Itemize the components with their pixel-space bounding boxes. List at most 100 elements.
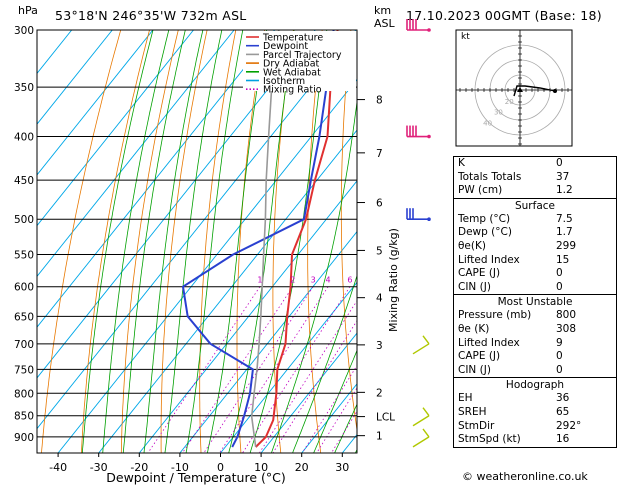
dry-adiabat-line (160, 30, 208, 453)
height-tick-label: 5 (376, 245, 383, 257)
wind-barb (412, 428, 430, 448)
surface-row: Lifted Index 15 (454, 254, 616, 268)
totals-row: Totals Totals 37 (454, 171, 616, 185)
legend-entry: Isotherm (263, 76, 305, 87)
hodograph-param-row: StmSpd (kt) 16 (454, 433, 616, 447)
pressure-tick-label: 500 (14, 214, 34, 226)
pressure-tick-label: 300 (14, 25, 34, 37)
hodograph-trace (513, 85, 556, 97)
most-unstable-value: 0 (556, 350, 563, 363)
dry-adiabat-line (236, 30, 266, 453)
most-unstable-title: Most Unstable (497, 296, 573, 309)
x-tick-label: -10 (171, 461, 189, 474)
surface-box: Surface Temp (°C) 7.5 Dewp (°C) 1.7 θe(K) 299 L… (453, 198, 617, 296)
pressure-tick-label: 850 (14, 411, 34, 423)
most-unstable-value: 800 (556, 309, 577, 322)
mixing-ratio-axis-label: Mixing Ratio (g/kg) (387, 228, 400, 332)
dry-adiabat-line (41, 30, 122, 453)
wind-barb (406, 19, 431, 32)
pressure-tick-label: 550 (14, 249, 34, 261)
surface-title: Surface (514, 199, 555, 212)
location-title: 53°18'N 246°35'W 732m ASL (55, 8, 247, 23)
most-unstable-label: θe (K) (458, 322, 490, 335)
most-unstable-label: CAPE (J) (458, 350, 501, 363)
surface-row: Temp (°C) 7.5 (454, 213, 616, 227)
wind-barb-feather (422, 407, 430, 417)
pw-label: PW (cm) (458, 184, 503, 197)
wind-barb (406, 125, 431, 139)
storm-motion-marker (517, 87, 523, 92)
hodograph-param-value: 65 (556, 405, 570, 418)
x-tick-label: -40 (49, 461, 67, 474)
legend-entry: Parcel Trajectory (263, 50, 342, 61)
hodograph-ring-label: 30 (494, 109, 503, 117)
parcel-trajectory-trace (250, 30, 280, 448)
most-unstable-row: θe (K) 308 (454, 323, 616, 337)
pressure-tick-label: 450 (14, 175, 34, 187)
isobars (37, 29, 357, 438)
hodograph-end-point (553, 89, 557, 93)
pressure-tick-label: 400 (14, 132, 34, 144)
temperature-trace (254, 30, 339, 448)
legend-box (243, 31, 356, 91)
height-tick-label: 6 (376, 198, 383, 210)
axes: 1 2 3 4 630035040045050055060065070075080085… (14, 25, 353, 474)
legend-entry: Dewpoint (263, 41, 308, 52)
most-unstable-value: 0 (556, 363, 563, 376)
hodograph-param-row: SREH 65 (454, 406, 616, 420)
wind-barb (412, 335, 430, 355)
copyright: © weatheronline.co.uk (462, 470, 588, 483)
surface-label: Dewp (°C) (458, 226, 512, 239)
hodograph-unit: kt (461, 32, 470, 42)
totals-label: Totals Totals (458, 170, 522, 183)
k-index-label: K (458, 157, 465, 169)
hodograph-ring-label: 40 (483, 119, 492, 127)
wind-barb (412, 407, 430, 427)
surface-value: 7.5 (556, 212, 573, 225)
most-unstable-label: CIN (J) (458, 363, 491, 376)
height-tick-label: 1 (376, 431, 383, 443)
surface-row: Dewp (°C) 1.7 (454, 226, 616, 240)
hodograph-param-row: EH 36 (454, 392, 616, 406)
most-unstable-value: 9 (556, 336, 563, 349)
most-unstable-value: 308 (556, 322, 577, 335)
pressure-tick-label: 350 (14, 82, 34, 94)
isotherm-line (260, 332, 357, 453)
wind-barb-feather (422, 428, 430, 438)
legend-entry: Temperature (262, 33, 323, 44)
isotherm-line (37, 30, 113, 125)
dry-adiabat-line (307, 30, 323, 453)
hodograph-param-label: EH (458, 392, 473, 405)
hodograph-param-title: Hodograph (505, 379, 565, 392)
dry-adiabat-line (405, 0, 445, 476)
isotherm-line (37, 30, 154, 176)
wind-barb-dot (427, 28, 431, 32)
x-tick-label: -20 (130, 461, 148, 474)
most-unstable-label: Lifted Index (458, 336, 520, 349)
surface-row: CAPE (J) 0 (454, 267, 616, 281)
legend-entry: Dry Adiabat (263, 59, 320, 70)
mixing-ratio-tick-label: 1 (257, 276, 262, 285)
wind-barb-staff (412, 343, 430, 355)
wind-barbs (406, 19, 431, 448)
wet-adiabat-line (81, 30, 154, 453)
hodograph-param-label: SREH (458, 405, 487, 418)
most-unstable-label: Pressure (mb) (458, 309, 532, 322)
x-tick-label: 10 (254, 461, 268, 474)
height-tick-label: 7 (376, 148, 383, 160)
plot-frame (36, 29, 358, 454)
wind-barb-dot (427, 217, 431, 221)
surface-label: θe(K) (458, 239, 486, 252)
k-index-row: K 0 (454, 157, 616, 171)
most-unstable-row: Lifted Index 9 (454, 337, 616, 351)
surface-value: 0 (556, 267, 563, 280)
legend-entry: Mixing Ratio (263, 85, 322, 96)
surface-value: 1.7 (556, 226, 573, 239)
height-tick-label: 2 (376, 387, 383, 399)
wind-barb-staff (412, 415, 430, 427)
wet-adiabat-line (270, 98, 357, 453)
most-unstable-row: Pressure (mb) 800 (454, 309, 616, 323)
surface-row: CIN (J) 0 (454, 281, 616, 295)
height-unit-label: km (374, 4, 391, 17)
dry-adiabat-line (199, 30, 237, 453)
